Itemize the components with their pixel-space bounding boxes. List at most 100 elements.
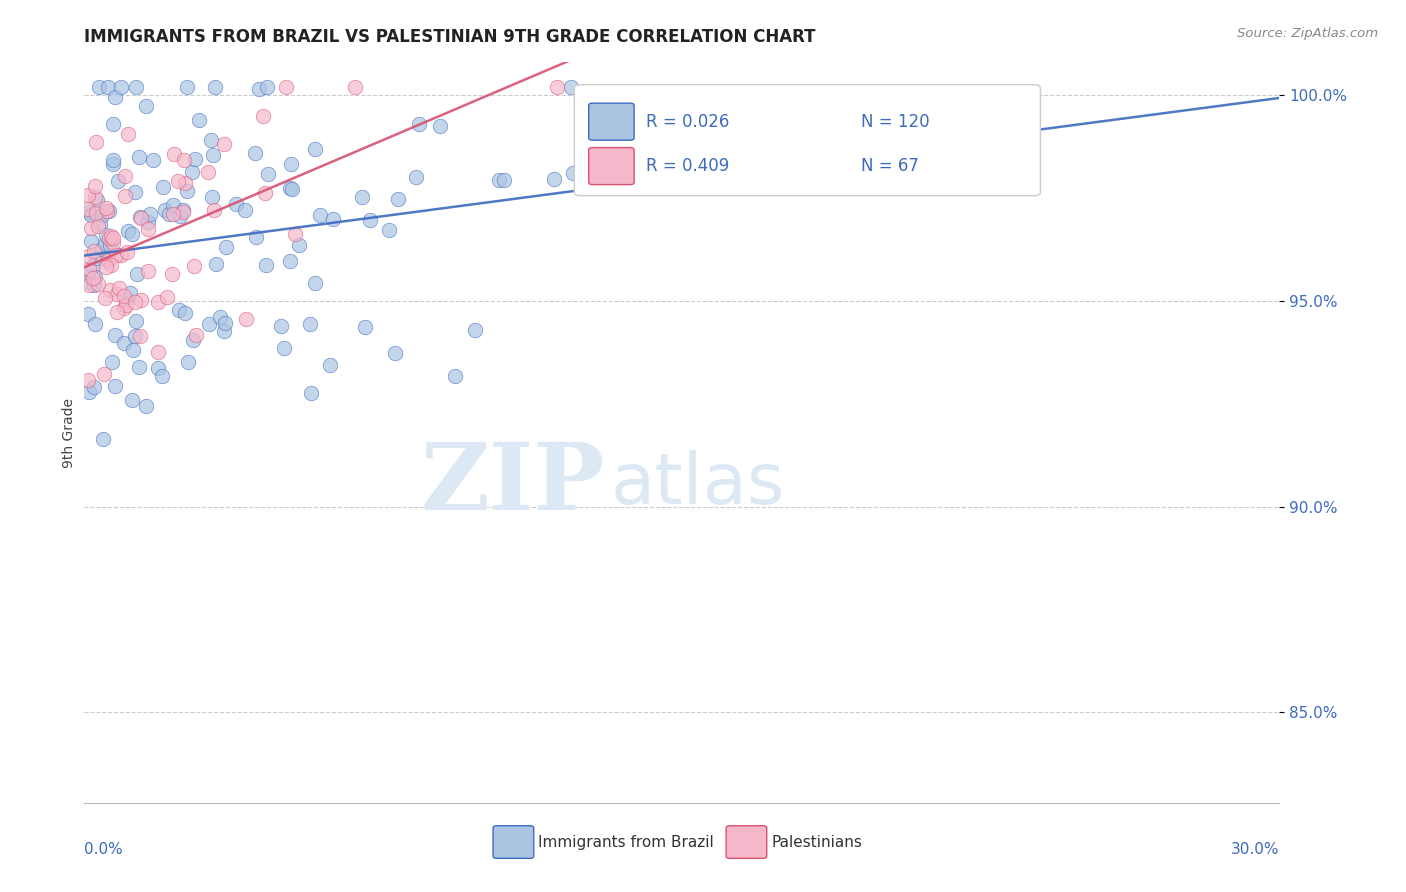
Point (200, 133, 222, 147)
Point (169, 302, 191, 317)
Point (115, 244, 138, 259)
Point (256, 80, 278, 95)
Point (93, 367, 115, 381)
Point (160, 267, 183, 281)
Point (205, 258, 228, 272)
Point (94, 237, 117, 252)
Point (91, 432, 114, 446)
Point (77, 204, 100, 219)
Point (254, 259, 277, 273)
Point (443, 368, 465, 383)
Point (184, 328, 207, 343)
Point (214, 316, 236, 330)
Point (150, 369, 173, 384)
Text: 0.0%: 0.0% (84, 842, 124, 856)
Point (152, 179, 174, 194)
Point (84, 270, 107, 285)
Point (136, 222, 159, 236)
Point (247, 82, 270, 96)
Point (121, 227, 143, 241)
Point (82, 259, 104, 273)
Point (77, 385, 100, 400)
Point (377, 222, 399, 236)
Point (101, 231, 124, 245)
Point (125, 267, 148, 281)
Point (97, 203, 120, 218)
Point (201, 190, 224, 204)
Point (101, 153, 124, 167)
Point (198, 317, 221, 331)
Point (273, 341, 295, 355)
Point (112, 336, 135, 351)
Point (112, 289, 135, 303)
Point (162, 207, 184, 221)
Point (225, 196, 247, 211)
Point (124, 328, 146, 343)
Point (105, 287, 128, 301)
Text: Source: ZipAtlas.com: Source: ZipAtlas.com (1237, 27, 1378, 40)
FancyBboxPatch shape (575, 85, 1040, 195)
Point (359, 213, 381, 227)
Point (84, 136, 107, 150)
Point (98, 283, 121, 297)
Point (87, 219, 110, 233)
Point (197, 165, 219, 179)
Point (128, 360, 150, 375)
Point (112, 301, 135, 315)
Point (274, 80, 297, 95)
Point (169, 209, 191, 223)
Point (110, 248, 132, 262)
Point (79, 249, 101, 263)
Point (83, 178, 105, 193)
Point (173, 176, 195, 190)
Point (101, 236, 124, 251)
Point (77, 187, 100, 202)
Point (176, 80, 198, 95)
Point (309, 208, 332, 222)
Point (464, 323, 486, 337)
Y-axis label: 9th Grade: 9th Grade (62, 398, 76, 467)
Point (80, 208, 103, 222)
Point (299, 386, 322, 401)
Point (121, 393, 143, 408)
Point (162, 197, 184, 211)
Point (344, 80, 367, 95)
Point (560, 80, 582, 95)
Point (183, 333, 205, 347)
Point (129, 211, 152, 225)
Point (91, 243, 114, 257)
Point (288, 238, 311, 252)
Point (97, 80, 120, 95)
Point (77, 277, 100, 292)
Text: IMMIGRANTS FROM BRAZIL VS PALESTINIAN 9TH GRADE CORRELATION CHART: IMMIGRANTS FROM BRAZIL VS PALESTINIAN 9T… (84, 28, 815, 45)
Point (100, 228, 122, 243)
Point (135, 399, 157, 413)
Text: R = 0.026: R = 0.026 (647, 112, 730, 130)
Point (304, 276, 326, 290)
Point (97, 253, 120, 268)
Point (77, 373, 100, 387)
Point (319, 358, 342, 372)
Point (104, 247, 127, 261)
Point (100, 258, 122, 272)
Point (114, 188, 136, 202)
Point (257, 167, 280, 181)
Point (77, 307, 100, 321)
FancyBboxPatch shape (725, 826, 766, 858)
Point (77, 262, 100, 277)
Point (101, 157, 124, 171)
Point (115, 293, 138, 307)
Point (167, 174, 190, 188)
Point (84, 206, 107, 220)
Point (84, 318, 107, 332)
Point (129, 293, 152, 308)
Point (98, 230, 121, 244)
Point (183, 152, 205, 166)
Text: N = 67: N = 67 (862, 157, 920, 175)
Point (90, 208, 112, 222)
Point (181, 165, 204, 179)
Point (174, 306, 197, 320)
Point (120, 285, 142, 300)
Point (125, 314, 148, 328)
Point (299, 318, 322, 332)
